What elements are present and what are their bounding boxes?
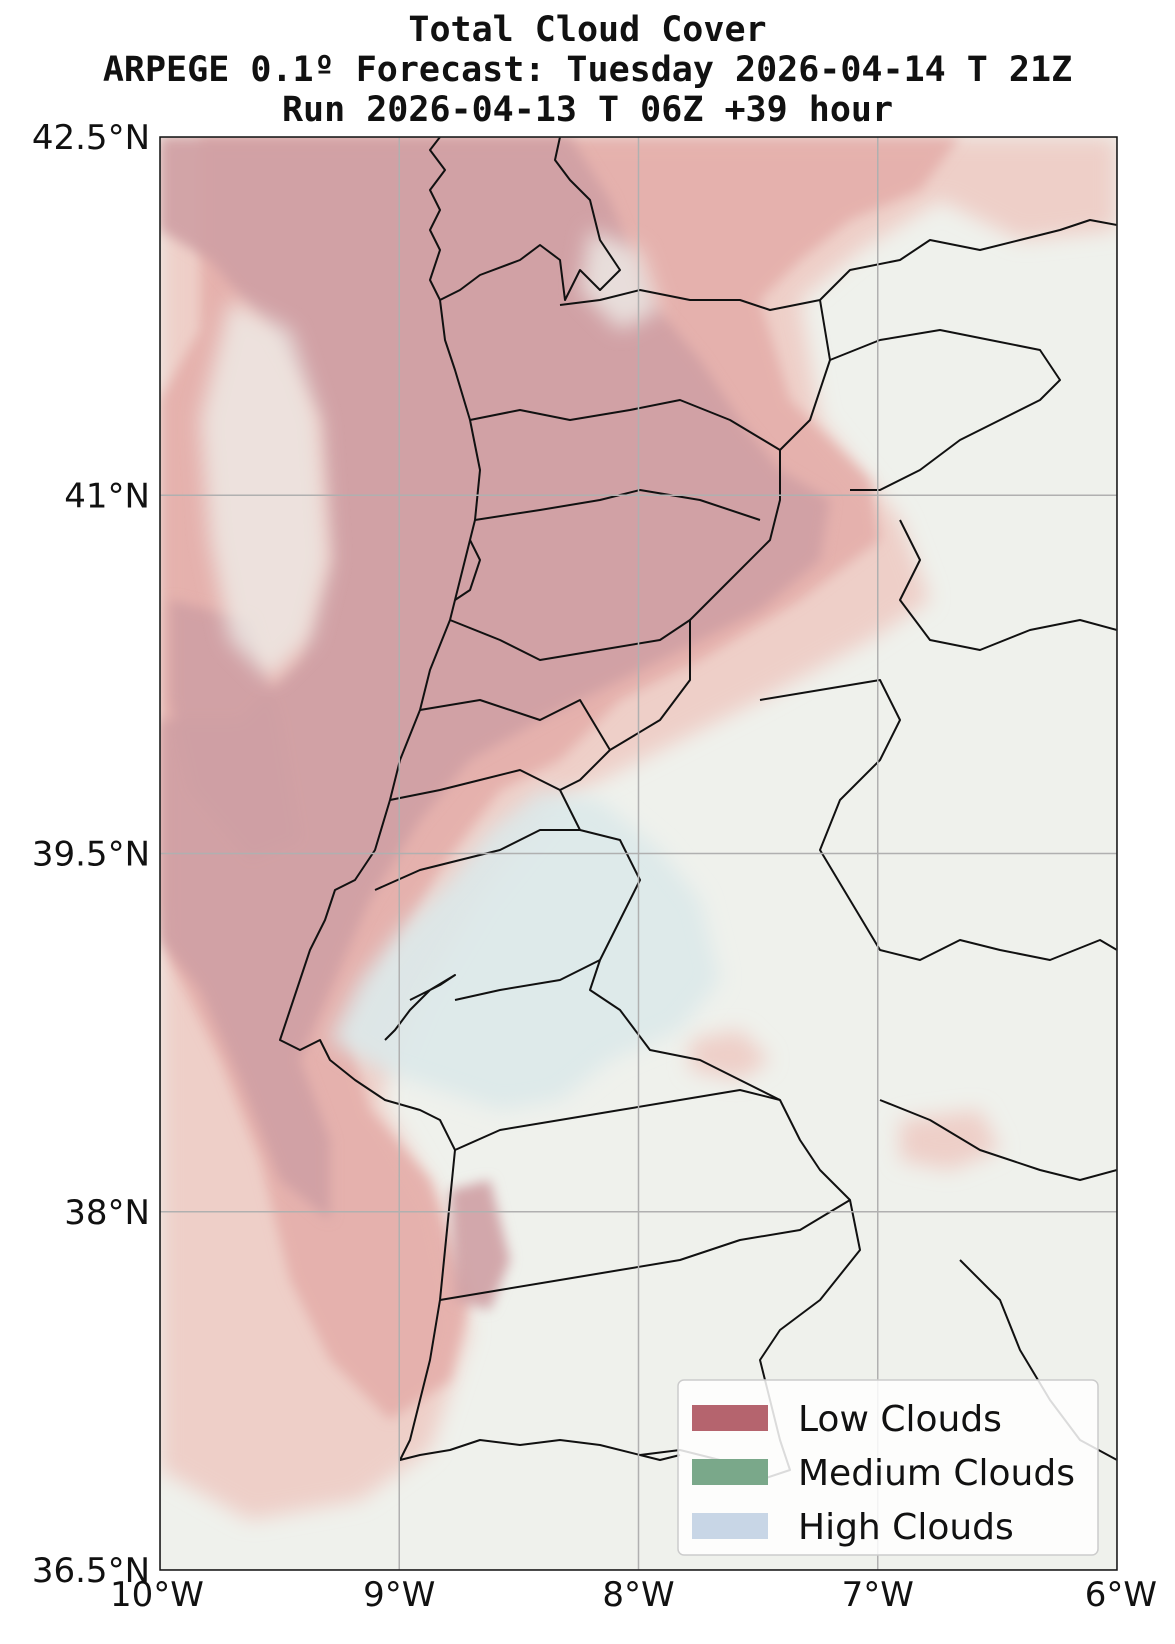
legend-swatch <box>692 1513 768 1539</box>
district-border-6 <box>374 829 580 891</box>
lat-tick-label: 42.5°N <box>32 118 150 158</box>
district-border-1 <box>469 399 781 451</box>
island-gulf-cadiz <box>639 1454 681 1461</box>
district-border-7 <box>454 959 601 1001</box>
coastline <box>279 137 721 1461</box>
high-cloud-layer <box>330 790 720 1110</box>
map-frame <box>159 136 1118 1571</box>
estuary-aveiro <box>454 539 481 601</box>
title-line-2: ARPEGE 0.1º Forecast: Tuesday 2026-04-14… <box>102 50 1073 90</box>
lon-tick-label: 8°W <box>602 1575 674 1615</box>
lon-tick-label: 9°W <box>363 1575 435 1615</box>
legend-label: Medium Clouds <box>798 1453 1075 1494</box>
lat-tick-label: 38°N <box>64 1193 150 1233</box>
district-border-8 <box>454 1089 781 1151</box>
district-border-5 <box>389 769 561 801</box>
title-line-3: Run 2026-04-13 T 06Z +39 hour <box>281 90 894 130</box>
district-border-4 <box>419 699 611 751</box>
title-line-1: Total Cloud Cover <box>408 10 767 50</box>
spain-internal-3 <box>759 679 1117 961</box>
lat-tick-label: 41°N <box>64 476 150 516</box>
legend-swatch <box>692 1405 768 1431</box>
lat-tick-label: 39.5°N <box>32 835 150 875</box>
legend-label: Low Clouds <box>798 1399 1002 1440</box>
lon-tick-label: 6°W <box>1085 1575 1157 1615</box>
offshore-clear-pocket <box>200 230 660 680</box>
spain-internal-4 <box>879 1099 1117 1181</box>
spain-internal-2 <box>899 519 1117 651</box>
legend: Low Clouds Medium Clouds High Clouds <box>677 1379 1099 1556</box>
lon-tick-label: 7°W <box>842 1575 914 1615</box>
lat-tick-label: 36.5°N <box>32 1551 150 1591</box>
district-border-9 <box>439 1199 851 1301</box>
map-area <box>160 137 1117 1570</box>
coastline-and-borders <box>279 137 1117 1481</box>
longitude-ticks: 10°W 9°W 8°W 7°W 6°W <box>110 1575 1157 1615</box>
legend-label: High Clouds <box>798 1507 1014 1548</box>
graticule <box>160 137 1117 1570</box>
district-border-3 <box>449 619 691 661</box>
latitude-ticks: 42.5°N 41°N 39.5°N 38°N 36.5°N <box>32 118 150 1591</box>
spain-internal-1 <box>829 329 1061 491</box>
border-spain-portugal-north <box>559 219 1117 311</box>
estuary-tagus <box>384 974 456 1041</box>
legend-swatch <box>692 1459 768 1485</box>
legend-box <box>677 1379 1099 1556</box>
lon-tick-label: 10°W <box>110 1575 204 1615</box>
